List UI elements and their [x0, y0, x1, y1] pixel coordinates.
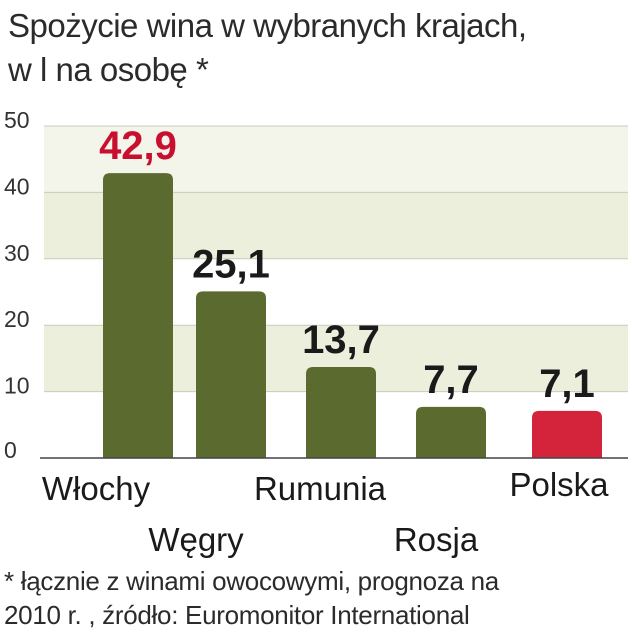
- x-label: Węgry: [148, 521, 244, 558]
- value-label: 42,9: [99, 124, 177, 168]
- y-tick-label: 50: [4, 107, 30, 133]
- chart-title-line-2: w l na osobę *: [8, 51, 209, 88]
- footnote-line-2: 2010 r. , źródło: Euromonitor Internatio…: [4, 600, 470, 630]
- chart-title-line-1: Spożycie wina w wybranych krajach,: [8, 7, 527, 44]
- y-tick-label: 30: [4, 240, 30, 266]
- y-tick-label: 40: [4, 173, 30, 199]
- footnote-line-1: * łącznie z winami owocowymi, prognoza n…: [4, 566, 499, 596]
- y-tick-label: 0: [4, 437, 17, 463]
- bar-rosja: [416, 406, 486, 458]
- value-label: 7,1: [539, 362, 595, 406]
- y-tick-label: 20: [4, 306, 30, 332]
- bar-włochy: [103, 173, 173, 459]
- value-label: 13,7: [302, 318, 380, 362]
- bar-węgry: [196, 291, 266, 458]
- x-label: Polska: [509, 466, 609, 503]
- bar-rumunia: [306, 367, 376, 458]
- value-labels: 42,9 25,1 13,7 7,7 7,1: [99, 124, 595, 406]
- value-label: 7,7: [423, 358, 479, 402]
- bars: [103, 173, 602, 459]
- footnote: * łącznie z winami owocowymi, prognoza n…: [4, 564, 628, 632]
- x-label: Włochy: [42, 470, 151, 507]
- bar-polska: [532, 410, 602, 458]
- y-axis-ticks: 0 10 20 30 40 50: [4, 107, 30, 463]
- value-label: 25,1: [192, 242, 270, 286]
- chart-title: Spożycie wina w wybranych krajach, w l n…: [8, 4, 624, 92]
- x-label: Rumunia: [254, 470, 387, 507]
- x-label: Rosja: [394, 521, 479, 558]
- y-tick-label: 10: [4, 373, 30, 399]
